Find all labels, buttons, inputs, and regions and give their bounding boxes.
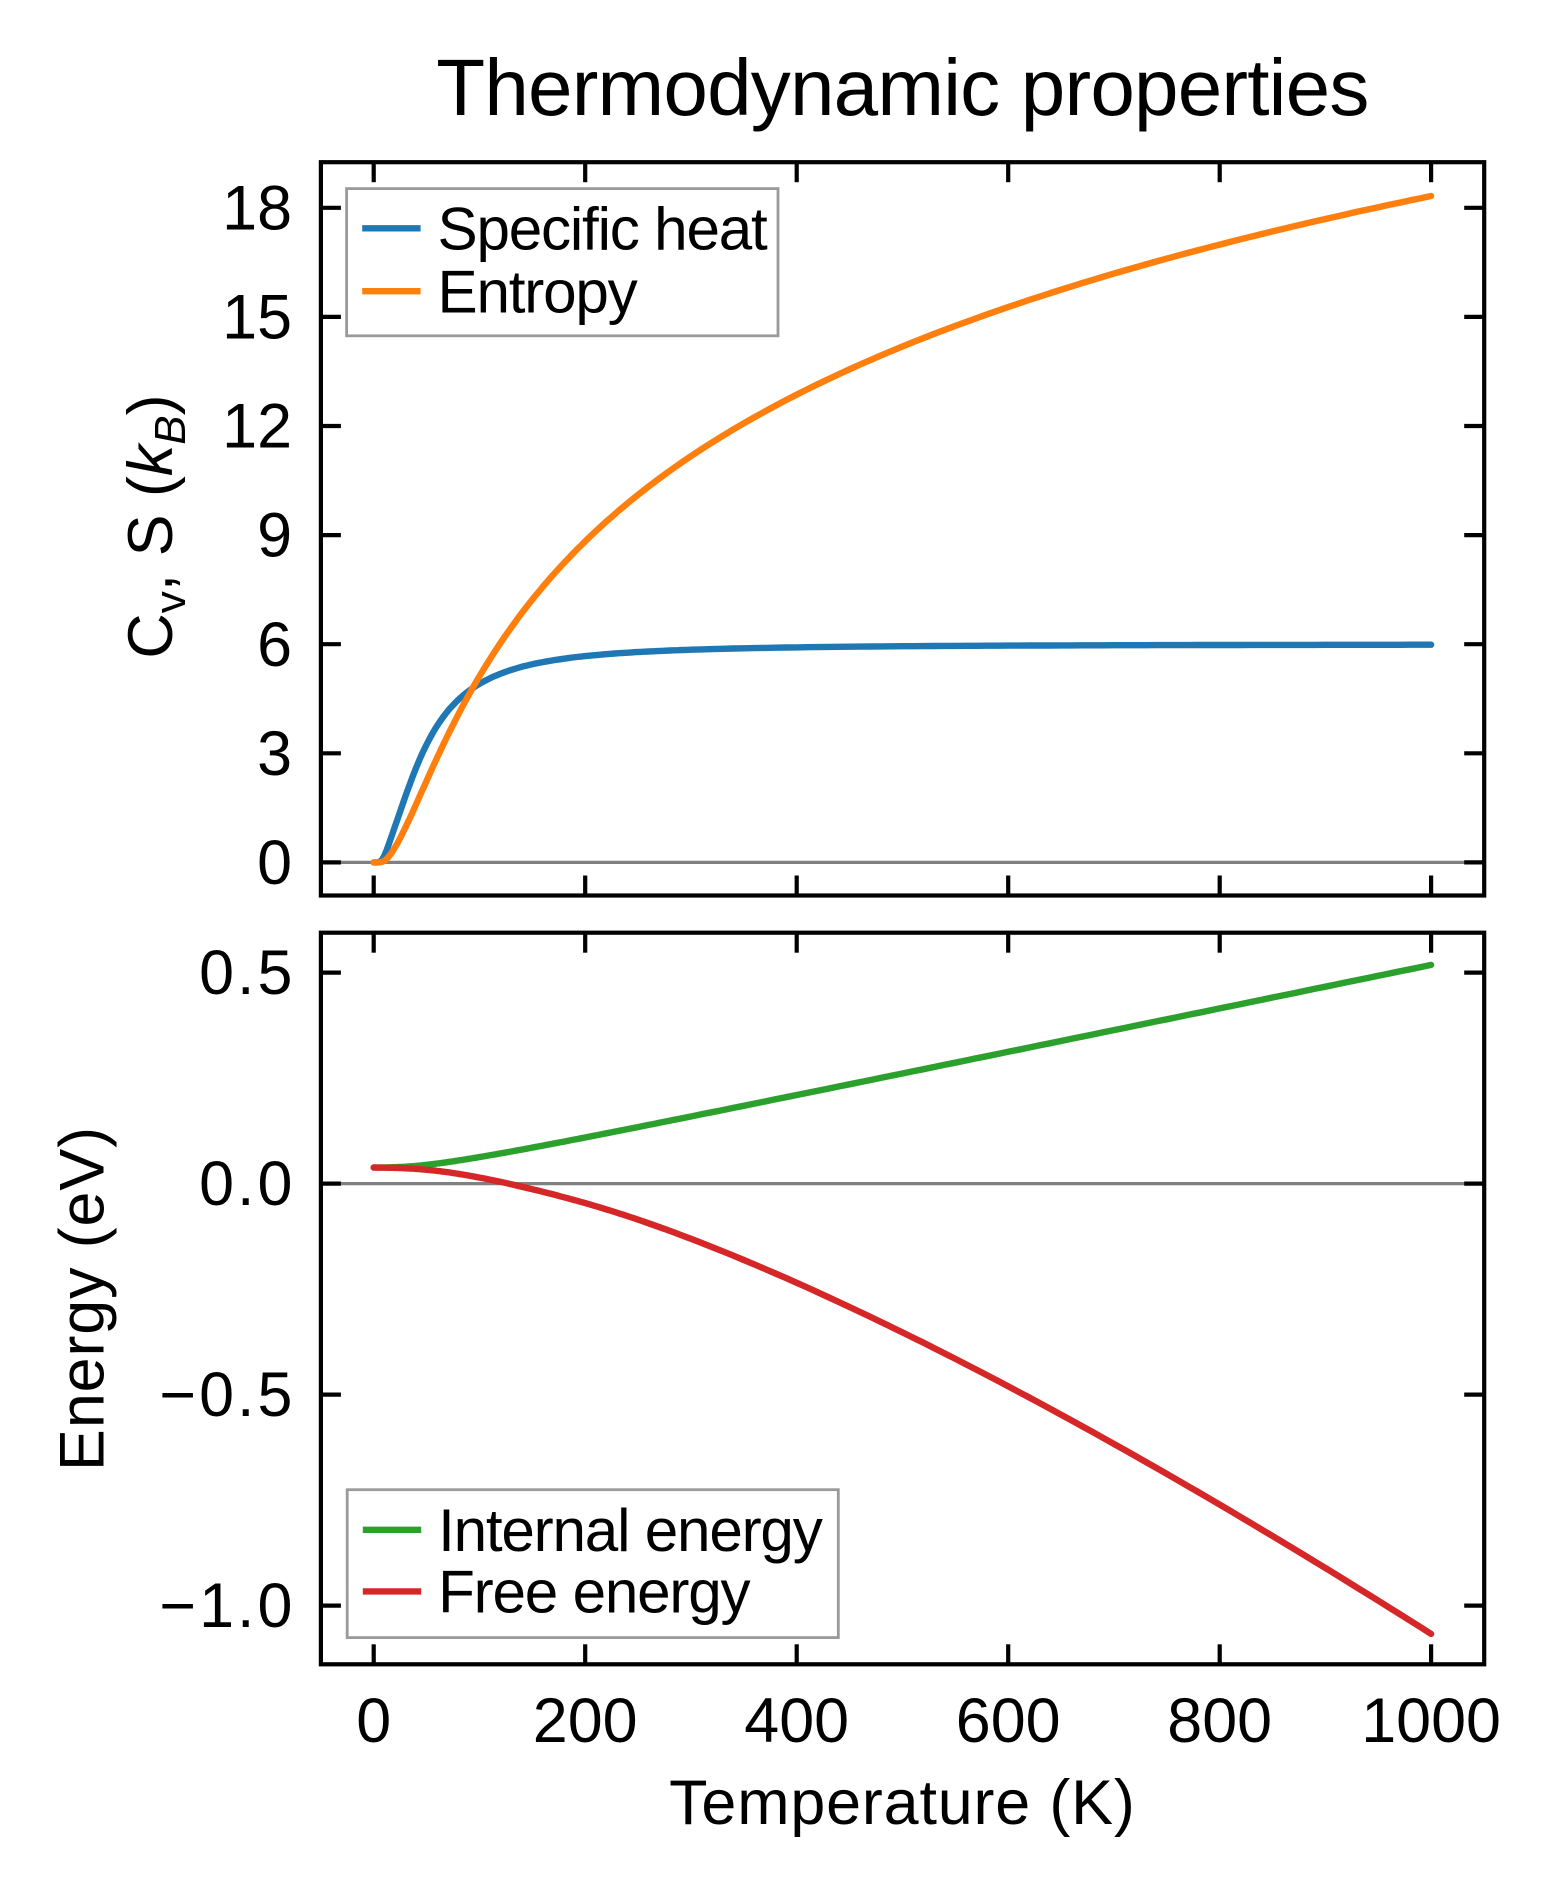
- svg-text:Temperature (K): Temperature (K): [669, 1768, 1135, 1838]
- svg-text:15: 15: [222, 283, 292, 353]
- svg-text:Specific heat: Specific heat: [438, 196, 768, 263]
- svg-text:18: 18: [222, 173, 292, 243]
- svg-text:Free energy: Free energy: [438, 1559, 750, 1626]
- svg-text:Cv, S (kB): Cv, S (kB): [116, 394, 195, 658]
- svg-text:200: 200: [533, 1686, 638, 1756]
- svg-text:0: 0: [257, 828, 292, 898]
- svg-text:1000: 1000: [1361, 1686, 1501, 1756]
- svg-text:Energy (eV): Energy (eV): [48, 1126, 118, 1471]
- svg-text:12: 12: [222, 392, 292, 462]
- svg-text:0: 0: [356, 1686, 391, 1756]
- svg-text:400: 400: [744, 1686, 849, 1756]
- svg-text:6: 6: [257, 610, 292, 680]
- svg-text:600: 600: [956, 1686, 1061, 1756]
- svg-text:Entropy: Entropy: [438, 258, 638, 325]
- svg-text:−1.0: −1.0: [159, 1571, 295, 1641]
- svg-text:0.0: 0.0: [199, 1149, 295, 1219]
- svg-text:Internal energy: Internal energy: [438, 1497, 823, 1564]
- svg-text:−0.5: −0.5: [159, 1360, 295, 1430]
- svg-text:3: 3: [257, 719, 292, 789]
- svg-text:800: 800: [1167, 1686, 1272, 1756]
- svg-text:0.5: 0.5: [199, 938, 295, 1008]
- svg-text:9: 9: [257, 501, 292, 571]
- svg-text:Thermodynamic properties: Thermodynamic properties: [436, 43, 1368, 132]
